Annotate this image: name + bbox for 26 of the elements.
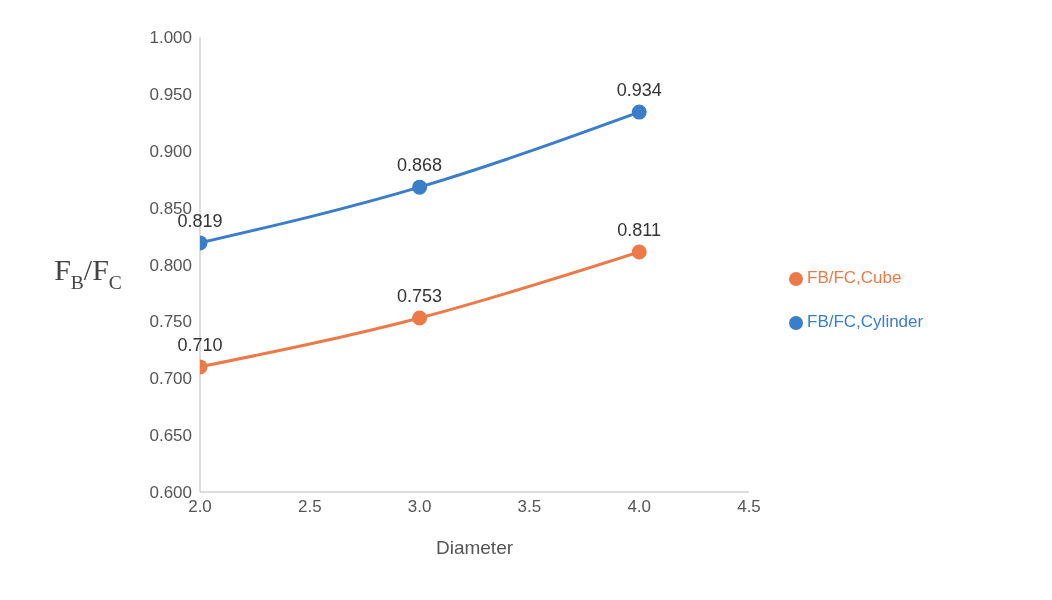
data-label: 0.868 [397, 155, 443, 176]
y-tick-label: 0.650 [149, 426, 192, 446]
y-tick-label: 1.000 [149, 28, 192, 48]
point [412, 179, 428, 195]
data-label: 0.811 [617, 219, 662, 240]
x-tick-label: 2.0 [188, 497, 212, 517]
y-tick-label: 0.750 [149, 312, 192, 332]
legend-label: FB/FC,Cube [807, 268, 902, 287]
y-tick-label: 0.950 [149, 84, 192, 104]
data-label: 0.934 [616, 80, 662, 101]
y-tick-label: 0.800 [149, 255, 192, 275]
y-tick-label: 0.900 [149, 141, 192, 161]
x-tick-label: 2.5 [297, 497, 322, 517]
point [631, 244, 647, 260]
x-tick-label: 4.5 [737, 497, 761, 517]
x-tick-label: 4.0 [627, 497, 652, 517]
x-axis-title: Diameter [435, 537, 514, 558]
x-tick-label: 3.5 [517, 497, 542, 517]
point [412, 310, 428, 326]
legend-label: FB/FC,Cylinder [807, 312, 924, 331]
data-label: 0.753 [397, 285, 443, 306]
y-tick-label: 0.700 [149, 369, 192, 389]
data-label: 0.710 [177, 334, 223, 355]
y-axis-title: F$_{B}$/F$_{C}$ [54, 253, 122, 293]
point [631, 104, 647, 120]
x-tick-label: 3.0 [407, 497, 432, 517]
